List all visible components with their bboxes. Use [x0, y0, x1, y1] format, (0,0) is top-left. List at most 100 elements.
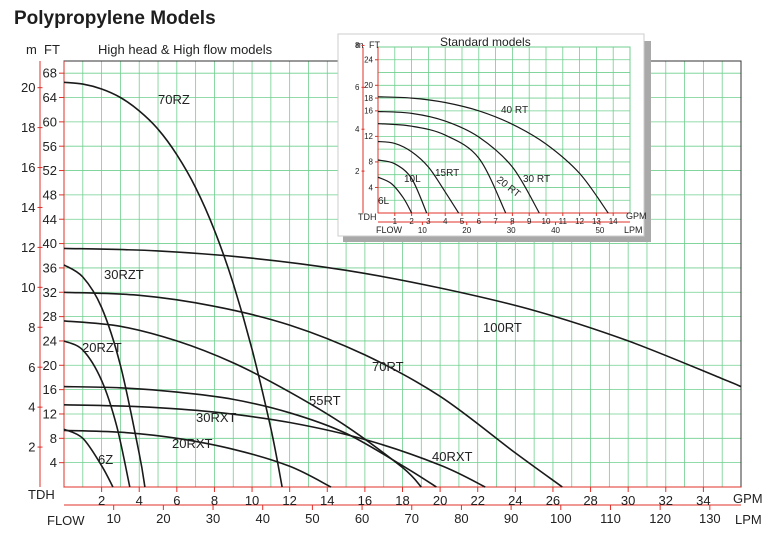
m-tick-label: 10 [21, 280, 35, 295]
m-tick-label: 2 [28, 440, 35, 455]
lpm-tick-label: 50 [595, 226, 604, 235]
curve-label-30rxt: 30RXT [196, 410, 237, 425]
m-tick-label: 6 [28, 360, 35, 375]
main-flow-label: FLOW [47, 513, 85, 528]
curve-20rxt [63, 429, 332, 488]
inset-tdh-label: TDH [358, 212, 377, 222]
curve-label-55rt: 55RT [309, 393, 341, 408]
lpm-tick-label: 120 [649, 511, 671, 526]
curve-70rz [63, 81, 283, 488]
inset-gpm-unit: GPM [626, 211, 647, 221]
curve-label-20rxt: 20RXT [172, 436, 213, 451]
lpm-tick-label: 20 [156, 511, 170, 526]
gpm-tick-label: 7 [493, 217, 498, 226]
lpm-tick-label: 10 [106, 511, 120, 526]
gpm-tick-label: 2 [409, 217, 414, 226]
gpm-tick-label: 14 [609, 217, 618, 226]
ft-tick-label: 60 [43, 114, 57, 129]
gpm-tick-label: 5 [460, 217, 465, 226]
ft-tick-label: 64 [43, 90, 57, 105]
ft-tick-label: 48 [43, 187, 57, 202]
m-tick-label: 20 [21, 80, 35, 95]
lpm-tick-label: 30 [507, 226, 516, 235]
inset-title: Standard models [440, 35, 531, 49]
main-curves [63, 81, 742, 488]
curve-20rt [377, 123, 507, 214]
ft-tick-label: 8 [369, 158, 374, 167]
gpm-tick-label: 4 [136, 493, 143, 508]
ft-tick-label: 4 [50, 455, 57, 470]
curve-40rt [377, 96, 609, 214]
curve-30rt [377, 110, 540, 214]
gpm-tick-label: 10 [542, 217, 551, 226]
lpm-tick-label: 80 [454, 511, 468, 526]
gpm-tick-label: 28 [583, 493, 597, 508]
lpm-tick-label: 50 [305, 511, 319, 526]
main-lpm-unit: LPM [735, 512, 762, 527]
ft-tick-label: 36 [43, 260, 57, 275]
ft-tick-label: 52 [43, 163, 57, 178]
ft-tick-label: 24 [43, 333, 57, 348]
gpm-tick-label: 30 [621, 493, 635, 508]
ft-tick-label: 20 [43, 358, 57, 373]
gpm-tick-label: 26 [546, 493, 560, 508]
gpm-tick-label: 18 [395, 493, 409, 508]
gpm-tick-label: 2 [98, 493, 105, 508]
gpm-tick-label: 9 [527, 217, 532, 226]
lpm-tick-label: 90 [504, 511, 518, 526]
inset-lpm-unit: LPM [624, 225, 643, 235]
m-tick-label: 4 [28, 400, 35, 415]
curve-label-40rt: 40 RT [501, 105, 528, 116]
curve-label-6l: 6L [378, 196, 390, 207]
gpm-tick-label: 3 [426, 217, 431, 226]
lpm-tick-label: 60 [355, 511, 369, 526]
main-gpm-unit: GPM [733, 491, 763, 506]
ft-tick-label: 16 [364, 107, 373, 116]
m-tick-label: 4 [355, 125, 360, 134]
main-chart: High head & High flow models m FT TDH FL… [21, 42, 763, 528]
gpm-tick-label: 13 [592, 217, 601, 226]
curve-label-30rzt: 30RZT [104, 267, 144, 282]
curve-30rxt [63, 385, 437, 488]
lpm-tick-label: 30 [206, 511, 220, 526]
ft-tick-label: 18 [364, 94, 373, 103]
gpm-tick-label: 20 [433, 493, 447, 508]
inset-frame [362, 46, 631, 223]
lpm-tick-label: 10 [418, 226, 427, 235]
inset-grid [378, 47, 630, 213]
lpm-tick-label: 40 [551, 226, 560, 235]
main-curve-labels: 70RZ 30RZT 20RZT 6Z 100RT 70RT 55RT 30RXT 40RXT 2… [82, 92, 522, 467]
ft-tick-label: 12 [364, 132, 373, 141]
gpm-tick-label: 10 [245, 493, 259, 508]
curve-label-6z: 6Z [98, 452, 113, 467]
curve-70rt [63, 291, 563, 488]
gpm-tick-label: 12 [282, 493, 296, 508]
ft-tick-label: 8 [50, 431, 57, 446]
curve-20rzt [63, 340, 131, 488]
main-tdh-label: TDH [28, 487, 55, 502]
ft-tick-label: 44 [43, 212, 57, 227]
m-tick-label: 14 [21, 200, 35, 215]
curve-6z [63, 428, 114, 488]
main-ticks: 4812162024283236404448525660646824681012… [21, 66, 721, 526]
ft-tick-label: 32 [43, 285, 57, 300]
gpm-tick-label: 16 [358, 493, 372, 508]
m-tick-label: 16 [21, 160, 35, 175]
m-tick-label: 8 [355, 41, 360, 50]
m-tick-label: 8 [28, 320, 35, 335]
ft-tick-label: 68 [43, 66, 57, 81]
curve-label-40rxt: 40RXT [432, 449, 473, 464]
lpm-tick-label: 20 [462, 226, 471, 235]
ft-tick-label: 16 [43, 382, 57, 397]
curve-label-70rz: 70RZ [158, 92, 190, 107]
inset-m-unit: m [356, 40, 364, 50]
gpm-tick-label: 4 [443, 217, 448, 226]
curve-6l [377, 176, 413, 214]
gpm-tick-label: 12 [575, 217, 584, 226]
curve-10l [377, 159, 428, 214]
lpm-tick-label: 40 [255, 511, 269, 526]
curve-40rxt [63, 404, 486, 488]
curve-label-70rt: 70RT [372, 359, 404, 374]
